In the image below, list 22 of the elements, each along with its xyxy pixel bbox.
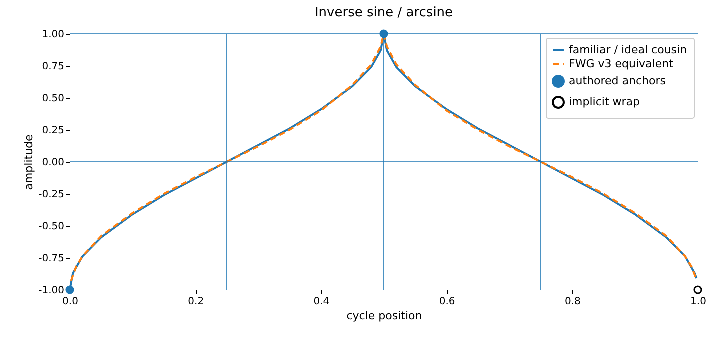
y-tick-label: 0.50	[42, 94, 64, 104]
y-tick-label: 1.00	[42, 30, 64, 40]
legend-label: familiar / ideal cousin	[569, 44, 688, 56]
y-tick-label: -0.50	[38, 222, 64, 232]
x-tick-label: 0.2	[188, 296, 204, 308]
x-tick-label: 0.6	[439, 296, 456, 308]
x-tick-label: 0.8	[564, 296, 581, 308]
y-tick-label: -0.75	[38, 254, 64, 264]
legend-label: implicit wrap	[569, 96, 640, 108]
x-axis-title: cycle position	[346, 310, 422, 322]
x-tick-label: 0.4	[314, 296, 330, 308]
y-tick-label: -0.25	[38, 190, 64, 200]
x-tick-label: 1.0	[690, 296, 706, 308]
y-tick-label: 0.00	[42, 158, 64, 168]
y-tick-label: -1.00	[38, 286, 64, 296]
y-tick-label: 0.25	[42, 126, 64, 136]
y-axis-title: amplitude	[22, 134, 36, 190]
chart-title: Inverse sine / arcsine	[314, 5, 454, 20]
legend-label: FWG v3 equivalent	[569, 58, 674, 70]
y-tick-label: 0.75	[42, 62, 64, 72]
x-tick-label: 0.0	[62, 296, 78, 308]
legend-label: authored anchors	[569, 74, 666, 88]
